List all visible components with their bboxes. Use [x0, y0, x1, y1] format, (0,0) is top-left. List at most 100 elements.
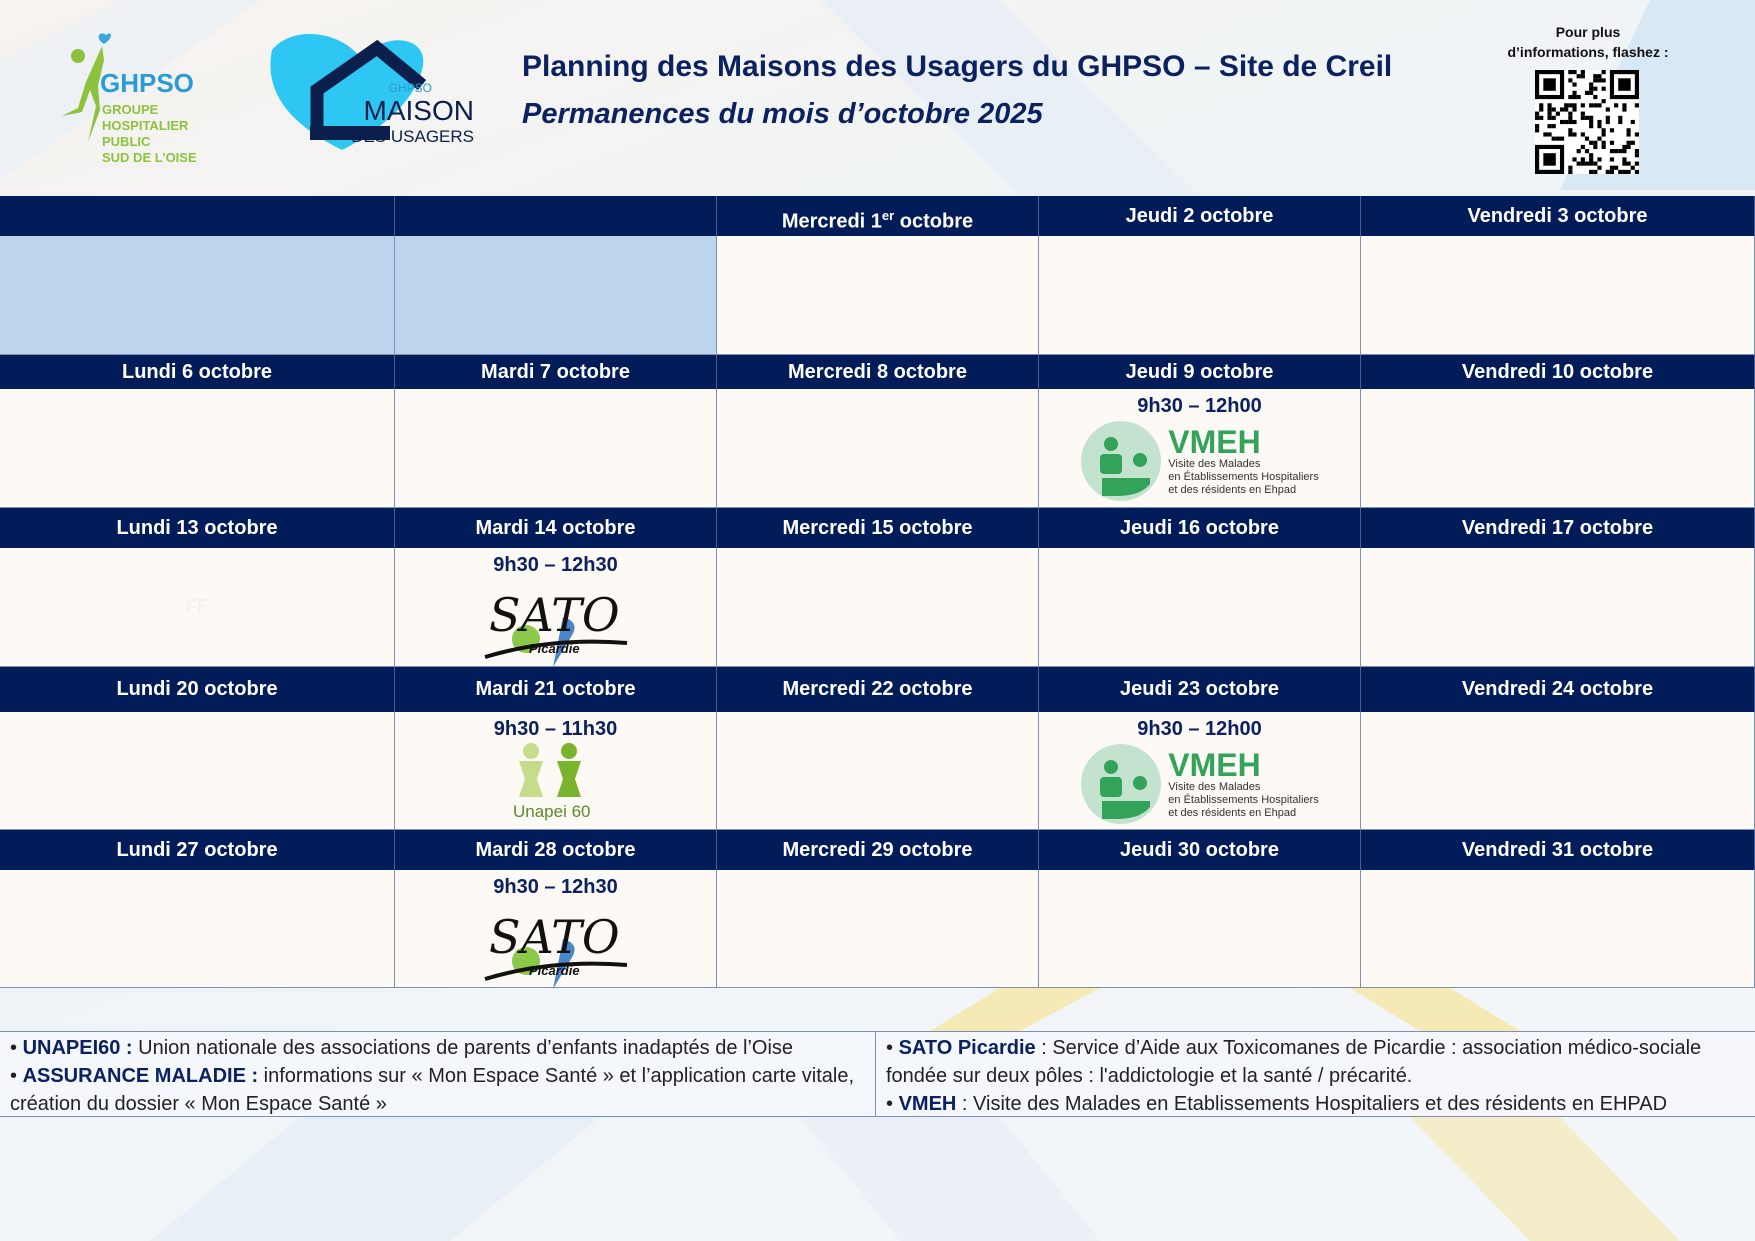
day-cell[interactable]: [1361, 389, 1755, 508]
day-cell[interactable]: [717, 712, 1039, 830]
day-label: Mardi 28 octobre: [475, 839, 636, 861]
day-header: Mardi 28 octobre: [395, 830, 717, 870]
page-title: Planning des Maisons des Usagers du GHPS…: [522, 50, 1393, 83]
day-label: Jeudi 23 octobre: [1120, 678, 1279, 700]
day-cell[interactable]: [717, 236, 1039, 355]
day-label: Jeudi 30 octobre: [1120, 839, 1279, 861]
day-cell[interactable]: [1039, 236, 1361, 355]
day-header: Mardi 21 octobre: [395, 667, 717, 712]
day-cell[interactable]: [1361, 236, 1755, 355]
qr-label-line1: Pour plus: [1555, 24, 1621, 40]
day-label: Vendredi 31 octobre: [1461, 839, 1654, 861]
day-cell[interactable]: [717, 389, 1039, 508]
legend-term: UNAPEI60 :: [22, 1037, 133, 1059]
svg-text:SUD DE L’OISE: SUD DE L’OISE: [102, 150, 197, 165]
day-cell[interactable]: 9h30 – 12h00 VMEH Visite des Malades en Éta…: [1039, 712, 1361, 830]
day-header: Jeudi 23 octobre: [1039, 667, 1361, 712]
day-cell[interactable]: [0, 870, 395, 988]
legend: • UNAPEI60 : Union nationale des associa…: [0, 1031, 1755, 1117]
legend-item: • SATO Picardie : Service d’Aide aux Tox…: [886, 1034, 1745, 1090]
vmeh-people-icon: [1081, 744, 1162, 824]
day-cell[interactable]: 9h30 – 12h00 VMEH Visite des Malades en Éta…: [1039, 389, 1361, 508]
day-cell[interactable]: [1361, 548, 1755, 667]
day-header: Mardi 14 octobre: [395, 508, 717, 548]
day-label-month: octobre: [894, 210, 974, 233]
day-label: Vendredi 24 octobre: [1461, 678, 1654, 700]
day-label: Jeudi 9 octobre: [1125, 361, 1274, 383]
svg-text:MAISON: MAISON: [364, 95, 474, 126]
day-cell[interactable]: [395, 389, 717, 508]
vmeh-tagline: et des résidents en Ehpad: [1168, 806, 1297, 819]
day-cell[interactable]: 9h30 – 12h30 SATO Picardie: [395, 870, 717, 989]
day-header: [395, 196, 717, 236]
day-label: Mercredi 22 octobre: [782, 678, 973, 700]
legend-term: ASSURANCE MALADIE :: [22, 1065, 259, 1087]
day-header: Jeudi 2 octobre: [1039, 196, 1361, 236]
day-cell[interactable]: [1361, 712, 1755, 830]
day-cell[interactable]: 9h30 – 12h30 SATO Picardie: [395, 548, 717, 667]
vmeh-logo: VMEH Visite des Malades en Établissements …: [1080, 743, 1319, 825]
day-cell[interactable]: [0, 712, 395, 830]
sato-logo: SATO Picardie: [395, 577, 716, 674]
day-label: Jeudi 16 octobre: [1120, 517, 1279, 539]
day-header: [0, 196, 395, 236]
day-cell[interactable]: [717, 548, 1039, 667]
sato-logo-graphic: SATO Picardie: [483, 588, 627, 667]
day-header: Mercredi 22 octobre: [717, 667, 1039, 712]
page-subtitle: Permanences du mois d’octobre 2025: [522, 98, 1043, 130]
maison-des-usagers-logo: GHPSO MAISON DES USAGERS: [270, 33, 474, 150]
day-label: Lundi 13 octobre: [116, 517, 278, 539]
permanence-time: 9h30 – 12h00: [1137, 718, 1262, 740]
day-header: Vendredi 24 octobre: [1361, 667, 1755, 712]
day-header: Mardi 7 octobre: [395, 355, 717, 389]
day-header: Mercredi 1er octobre: [717, 196, 1039, 236]
day-cell[interactable]: [1039, 870, 1361, 988]
svg-text:GROUPE: GROUPE: [102, 102, 159, 117]
sato-name: SATO: [489, 588, 620, 642]
sato-sub: Picardie: [529, 963, 580, 978]
permanence-time: 9h30 – 12h30: [493, 554, 618, 576]
day-cell[interactable]: [1361, 870, 1755, 988]
legend-item: • UNAPEI60 : Union nationale des associa…: [10, 1034, 865, 1062]
svg-text:PUBLIC: PUBLIC: [102, 134, 151, 149]
legend-term: VMEH: [898, 1093, 957, 1115]
vmeh-name: VMEH: [1168, 423, 1261, 460]
vmeh-logo: VMEH Visite des Malades en Établissements …: [1080, 420, 1319, 502]
sato-sub: Picardie: [529, 641, 580, 656]
day-header: Vendredi 31 octobre: [1361, 830, 1755, 870]
cell-note: FF: [186, 596, 208, 616]
legend-left: • UNAPEI60 : Union nationale des associa…: [0, 1032, 876, 1116]
ghpso-logo: GHPSO GROUPE HOSPITALIER PUBLIC SUD DE L…: [62, 33, 197, 165]
vmeh-people-icon: [1081, 421, 1162, 501]
day-cell[interactable]: [1039, 548, 1361, 667]
day-header: Mercredi 8 octobre: [717, 355, 1039, 389]
day-label: Mercredi 29 octobre: [782, 839, 973, 861]
day-header: Vendredi 17 octobre: [1361, 508, 1755, 548]
day-label: Mardi 7 octobre: [481, 361, 630, 383]
day-cell[interactable]: FF: [0, 548, 395, 667]
day-cell[interactable]: [0, 389, 395, 508]
day-header: Vendredi 10 octobre: [1361, 355, 1755, 389]
day-label: Mardi 14 octobre: [475, 517, 636, 539]
day-header: Lundi 27 octobre: [0, 830, 395, 870]
day-cell[interactable]: [0, 236, 395, 355]
legend-bullet: •: [886, 1093, 899, 1115]
qr-label-line2: d’informations, flashez :: [1507, 44, 1669, 60]
vmeh-logo-text: VMEH Visite des Malades en Établissements …: [1168, 749, 1318, 820]
sato-logo-graphic: SATO Picardie: [483, 910, 627, 989]
day-cell[interactable]: [717, 870, 1039, 988]
day-cell[interactable]: 9h30 – 11h30 Unapei 60: [395, 712, 717, 830]
day-header: Jeudi 30 octobre: [1039, 830, 1361, 870]
day-label: Jeudi 2 octobre: [1125, 205, 1274, 227]
svg-text:GHPSO: GHPSO: [100, 68, 194, 98]
day-header: Mercredi 15 octobre: [717, 508, 1039, 548]
sato-name: SATO: [489, 910, 620, 964]
qr-code[interactable]: [1535, 70, 1639, 174]
day-label: Vendredi 10 octobre: [1461, 361, 1654, 383]
day-header: Lundi 13 octobre: [0, 508, 395, 548]
svg-text:GHPSO: GHPSO: [389, 81, 432, 95]
legend-term: SATO Picardie: [898, 1037, 1036, 1059]
day-cell[interactable]: [395, 236, 717, 355]
vmeh-tagline: Visite des Malades: [1168, 457, 1261, 470]
